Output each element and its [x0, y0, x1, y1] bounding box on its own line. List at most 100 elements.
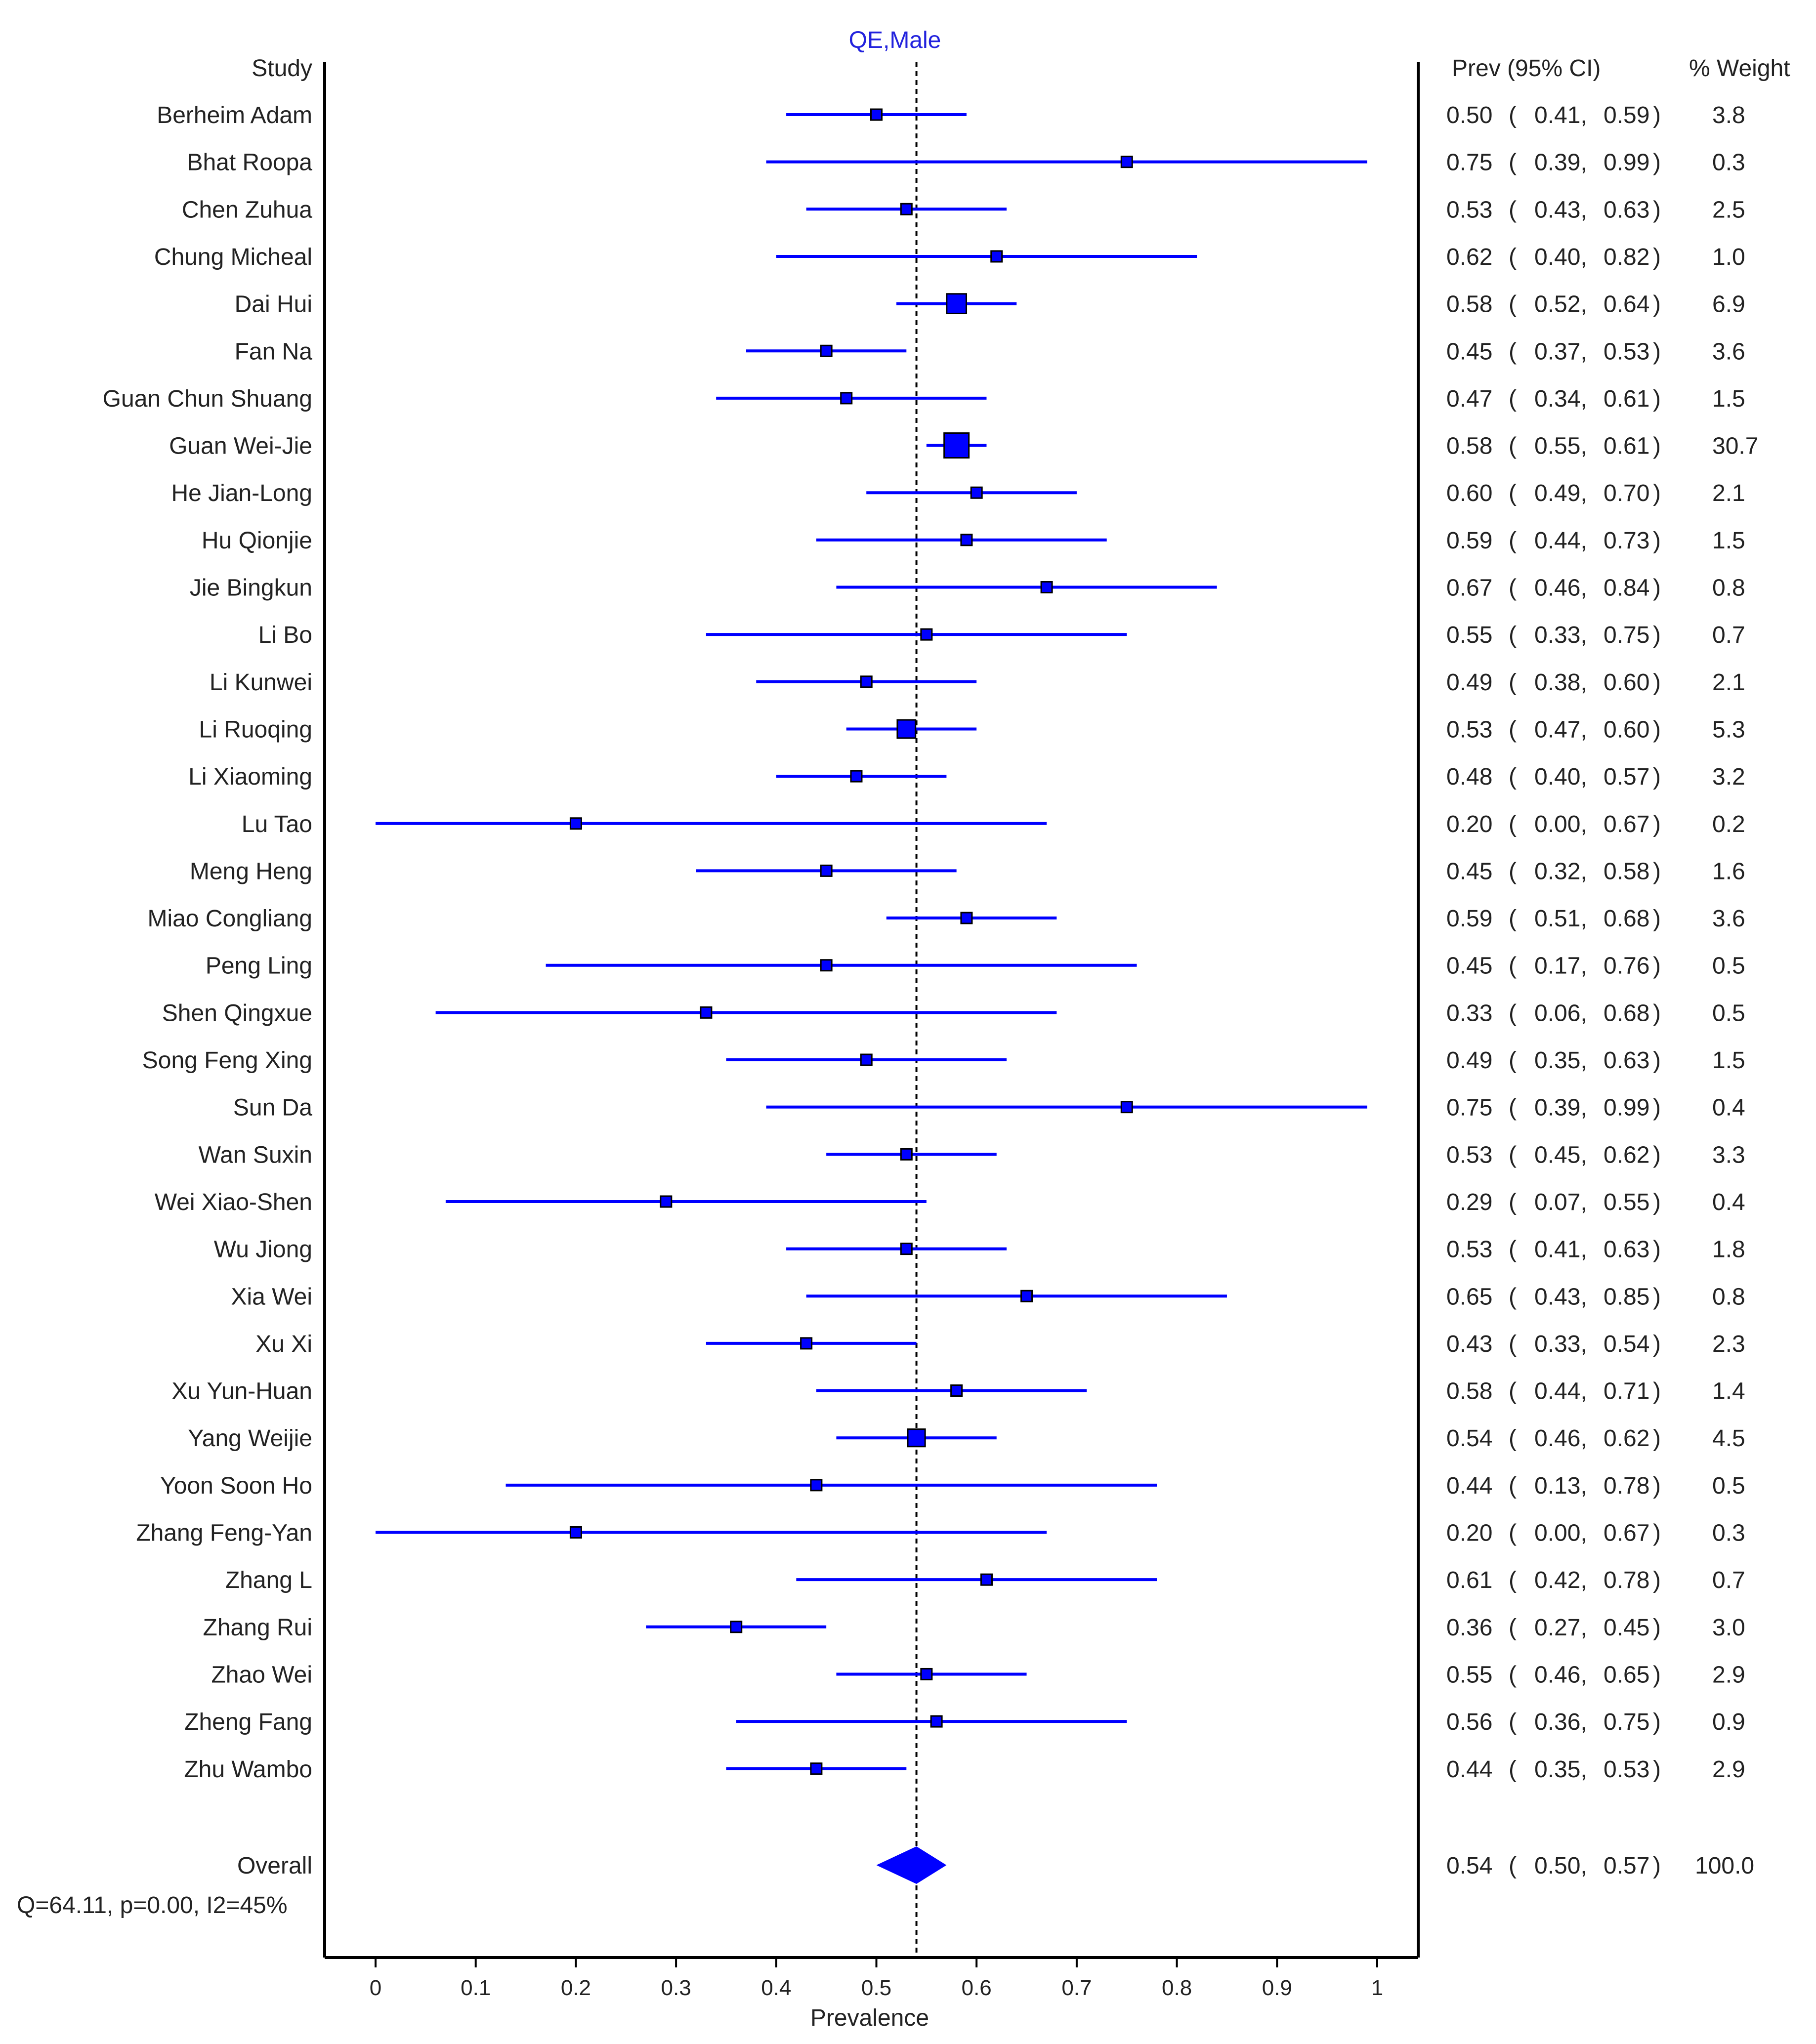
weight-value: 2.9	[1712, 1662, 1745, 1688]
prev-value: 0.49	[1446, 669, 1492, 696]
prev-value: 0.60	[1446, 480, 1492, 506]
ci-upper-value: 0.67	[1604, 1520, 1649, 1546]
paren-close: )	[1653, 858, 1661, 884]
prev-value: 0.56	[1446, 1709, 1492, 1735]
ci-upper-value: 0.63	[1604, 1047, 1649, 1074]
study-name: Berheim Adam	[157, 102, 312, 128]
paren-open: (	[1509, 102, 1517, 128]
paren-close: )	[1653, 1237, 1661, 1263]
paren-open: (	[1509, 858, 1517, 884]
paren-close: )	[1653, 292, 1661, 318]
ci-upper-value: 0.54	[1604, 1331, 1649, 1357]
paren-open: (	[1509, 1095, 1517, 1121]
paren-open: (	[1509, 1189, 1517, 1215]
ci-upper-value: 0.63	[1604, 197, 1649, 223]
ci-lower-value: 0.37,	[1534, 338, 1587, 365]
paren-open: (	[1509, 244, 1517, 270]
prev-value: 0.43	[1446, 1331, 1492, 1357]
study-row: Zheng Fang 0.56 (0.36, 0.75) 0.9	[184, 1709, 1745, 1735]
overall-weight-value: 100.0	[1695, 1853, 1754, 1879]
paren-open: (	[1509, 906, 1517, 932]
study-row: Xia Wei 0.65 (0.43, 0.85) 0.8	[231, 1284, 1745, 1310]
paren-open: (	[1509, 1047, 1517, 1074]
ci-lower-value: 0.41,	[1534, 1237, 1587, 1263]
overall-row: Overall 0.54 (0.50, 0.57) 100.0	[237, 1846, 1754, 1884]
point-estimate	[970, 486, 983, 499]
weight-value: 3.6	[1712, 906, 1745, 932]
ci-upper-value: 0.45	[1604, 1615, 1649, 1641]
point-estimate	[850, 770, 863, 783]
point-estimate	[943, 432, 970, 459]
weight-value: 0.7	[1712, 1567, 1745, 1593]
ci-lower-value: 0.49,	[1534, 480, 1587, 506]
ci-lower-value: 0.44,	[1534, 1378, 1587, 1405]
paren-close: )	[1653, 1709, 1661, 1735]
study-row: Miao Congliang 0.59 (0.51, 0.68) 3.6	[147, 906, 1745, 932]
study-row: Yang Weijie 0.54 (0.46, 0.62) 4.5	[188, 1425, 1745, 1452]
paren-close: )	[1653, 528, 1661, 554]
ci-upper-value: 0.75	[1604, 1709, 1649, 1735]
paren-open: (	[1509, 1284, 1517, 1310]
ci-lower-value: 0.07,	[1534, 1189, 1587, 1215]
x-axis-label: Prevalence	[810, 2005, 929, 2031]
study-row: Guan Chun Shuang 0.47 (0.34, 0.61) 1.5	[103, 386, 1745, 412]
weight-value: 4.5	[1712, 1425, 1745, 1452]
weight-value: 1.0	[1712, 244, 1745, 270]
ci-upper-value: 0.78	[1604, 1567, 1649, 1593]
study-row: Wan Suxin 0.53 (0.45, 0.62) 3.3	[199, 1142, 1745, 1168]
ci-upper-value: 0.75	[1604, 622, 1649, 648]
ci-upper-value: 0.63	[1604, 1237, 1649, 1263]
paren-open: (	[1509, 292, 1517, 318]
study-name: Jie Bingkun	[190, 575, 312, 601]
prev-value: 0.58	[1446, 1378, 1492, 1405]
paren-close: )	[1653, 244, 1661, 270]
study-name: Xu Yun-Huan	[171, 1378, 312, 1405]
chart-title: QE,Male	[849, 27, 941, 53]
ci-upper-value: 0.64	[1604, 292, 1649, 318]
paren-close: )	[1653, 1189, 1661, 1215]
weight-value: 30.7	[1712, 433, 1758, 459]
point-estimate	[820, 959, 833, 972]
ci-upper-value: 0.68	[1604, 906, 1649, 932]
ci-lower-value: 0.45,	[1534, 1142, 1587, 1168]
study-row: Chen Zuhua 0.53 (0.43, 0.63) 2.5	[182, 197, 1745, 223]
ci-lower-value: 0.42,	[1534, 1567, 1587, 1593]
prev-value: 0.75	[1446, 150, 1492, 176]
weight-value: 1.6	[1712, 858, 1745, 884]
ci-upper-value: 0.67	[1604, 811, 1649, 837]
weight-value: 0.4	[1712, 1095, 1745, 1121]
study-name: Xia Wei	[231, 1284, 312, 1310]
paren-close: )	[1653, 338, 1661, 365]
weight-value: 0.3	[1712, 1520, 1745, 1546]
study-name: Fan Na	[235, 338, 313, 365]
study-name: Dai Hui	[235, 292, 312, 318]
weight-value: 3.3	[1712, 1142, 1745, 1168]
ci-upper-value: 0.99	[1604, 1095, 1649, 1121]
ci-upper-value: 0.65	[1604, 1662, 1649, 1688]
ci-upper-value: 0.53	[1604, 1756, 1649, 1783]
study-row: Xu Xi 0.43 (0.33, 0.54) 2.3	[255, 1331, 1745, 1357]
study-row: Shen Qingxue 0.33 (0.06, 0.68) 0.5	[162, 1000, 1745, 1026]
study-row: Zhang Feng-Yan 0.20 (0.00, 0.67) 0.3	[136, 1520, 1745, 1546]
point-estimate	[960, 534, 973, 546]
ci-lower-value: 0.38,	[1534, 669, 1587, 696]
prev-value: 0.44	[1446, 1473, 1492, 1499]
study-name: Song Feng Xing	[142, 1047, 312, 1074]
point-estimate	[990, 250, 1003, 263]
study-row: Fan Na 0.45 (0.37, 0.53) 3.6	[235, 338, 1745, 365]
weight-value: 2.3	[1712, 1331, 1745, 1357]
prev-value: 0.53	[1446, 716, 1492, 743]
ci-upper-value: 0.84	[1604, 575, 1649, 601]
point-estimate	[1120, 1101, 1133, 1114]
paren-close: )	[1653, 1567, 1661, 1593]
prev-value: 0.58	[1446, 433, 1492, 459]
study-row: Guan Wei-Jie 0.58 (0.55, 0.61) 30.7	[169, 432, 1758, 459]
ci-lower-value: 0.43,	[1534, 1284, 1587, 1310]
ci-lower-value: 0.44,	[1534, 528, 1587, 554]
paren-close: )	[1653, 1756, 1661, 1783]
ci-upper-value: 0.55	[1604, 1189, 1649, 1215]
paren-close: )	[1653, 1425, 1661, 1452]
study-name: Lu Tao	[242, 811, 312, 837]
paren-open: (	[1509, 1425, 1517, 1452]
paren-open: (	[1509, 1567, 1517, 1593]
